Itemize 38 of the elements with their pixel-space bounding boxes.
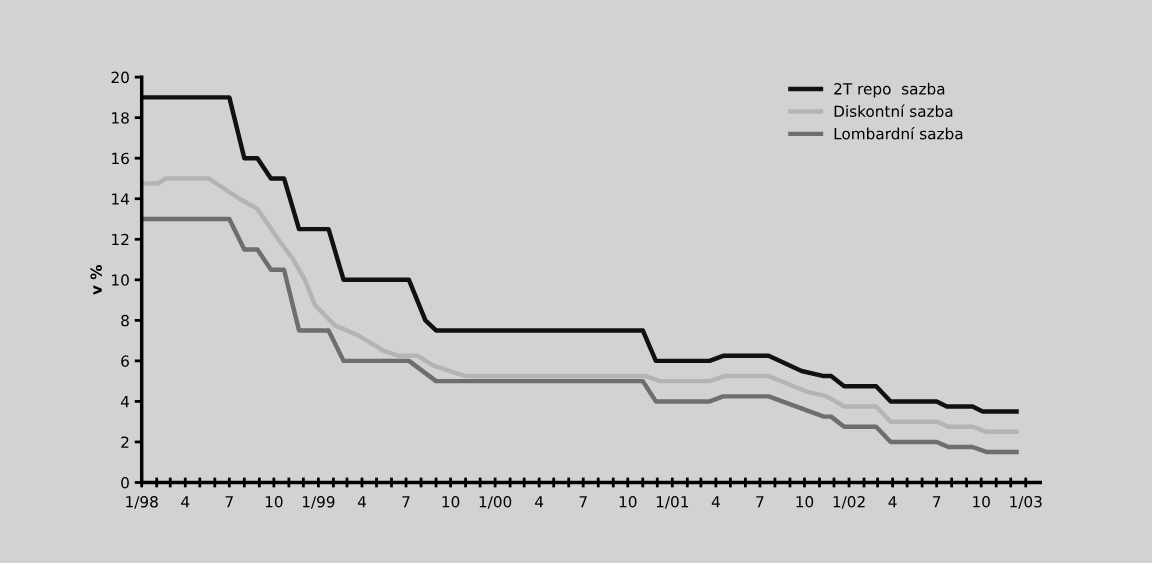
x-tick-label: 1/03 xyxy=(1010,495,1042,509)
line-series xyxy=(141,176,1019,435)
x-tick-label: 1/01 xyxy=(656,495,689,509)
x-tick-label: 7 xyxy=(579,496,587,508)
x-tick-label: 7 xyxy=(402,496,410,508)
x-tick-label: 4 xyxy=(535,496,544,508)
x-tick-label: 1/00 xyxy=(479,495,512,509)
x-tick-label: 10 xyxy=(619,495,637,508)
x-tick-label: 4 xyxy=(357,496,366,508)
x-tick-label: 10 xyxy=(973,495,990,508)
y-tick-label: 20 xyxy=(111,71,129,84)
x-tick-label: 7 xyxy=(225,496,233,508)
x-tick-label: 4 xyxy=(181,496,190,508)
y-axis-title: v % xyxy=(90,265,102,295)
x-tick-label: 7 xyxy=(756,496,764,508)
y-tick-label: 4 xyxy=(120,396,130,408)
y-tick-label: 18 xyxy=(112,112,129,124)
x-tick-label: 4 xyxy=(888,496,897,508)
legend-label: Diskontní sazba xyxy=(834,104,953,118)
legend-label: Lombardní sazba xyxy=(834,127,963,140)
y-tick-label: 0 xyxy=(121,476,129,489)
legend-label: 2T repo sazba xyxy=(834,82,945,98)
x-tick-label: 7 xyxy=(933,496,941,508)
line-series xyxy=(141,216,1019,455)
x-tick-label: 10 xyxy=(442,495,460,508)
y-tick-label: 14 xyxy=(112,193,130,205)
y-tick-label: 6 xyxy=(121,355,129,367)
y-tick-label: 2 xyxy=(121,436,129,448)
y-tick-label: 8 xyxy=(121,314,129,327)
x-tick-label: 1/98 xyxy=(126,495,158,509)
y-tick-label: 12 xyxy=(112,233,129,246)
y-tick-label: 16 xyxy=(112,152,129,165)
x-tick-label: 1/02 xyxy=(833,495,865,509)
x-tick-label: 1/99 xyxy=(302,495,335,509)
x-tick-label: 10 xyxy=(265,495,283,508)
y-tick-label: 10 xyxy=(112,274,129,286)
x-tick-label: 4 xyxy=(711,496,720,508)
x-tick-label: 10 xyxy=(796,495,814,508)
